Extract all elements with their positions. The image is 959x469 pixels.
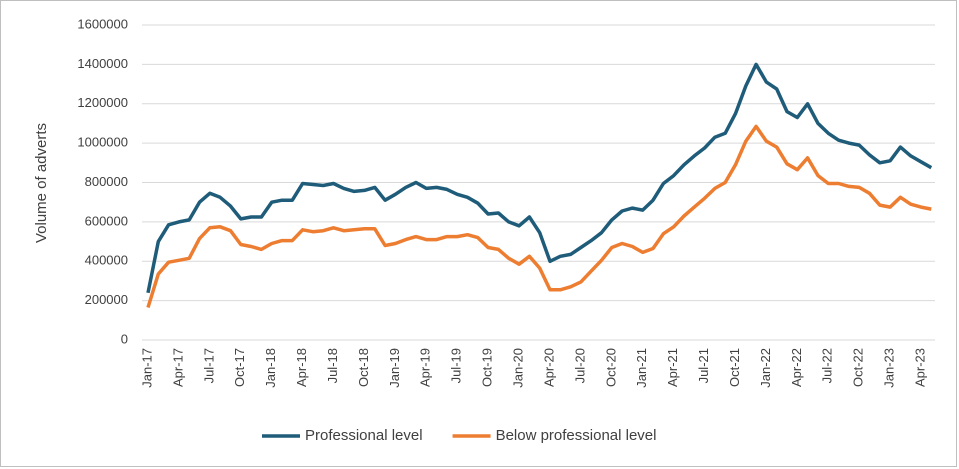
x-tick-label: Jan-21 (634, 348, 649, 388)
x-tick-label: Jul-17 (201, 348, 216, 383)
y-tick-label: 1400000 (77, 56, 128, 71)
x-tick-label: Apr-23 (912, 348, 927, 387)
legend-label: Professional level (305, 427, 423, 444)
y-tick-label: 0 (121, 331, 128, 346)
x-tick-label: Oct-21 (727, 348, 742, 387)
x-tick-label: Jan-20 (510, 348, 525, 388)
x-tick-label: Jul-21 (696, 348, 711, 383)
x-tick-label: Jul-20 (572, 348, 587, 383)
y-tick-label: 400000 (85, 253, 128, 268)
series-line (146, 124, 932, 309)
x-tick-label: Apr-19 (418, 348, 433, 387)
x-tick-label: Oct-20 (603, 348, 618, 387)
x-tick-label: Jan-17 (139, 348, 154, 388)
y-tick-label: 200000 (85, 292, 128, 307)
y-axis-label: Volume of adverts (33, 123, 50, 243)
x-tick-label: Jul-19 (449, 348, 464, 383)
x-tick-label: Jan-22 (758, 348, 773, 388)
x-tick-label: Apr-21 (665, 348, 680, 387)
x-tick-label: Oct-22 (851, 348, 866, 387)
y-tick-label: 800000 (85, 174, 128, 189)
x-tick-label: Jul-18 (325, 348, 340, 383)
x-tick-label: Jul-22 (820, 348, 835, 383)
x-tick-label: Apr-22 (789, 348, 804, 387)
y-tick-label: 600000 (85, 213, 128, 228)
x-tick-label: Jan-23 (882, 348, 897, 388)
y-tick-label: 1600000 (77, 16, 128, 31)
x-tick-label: Apr-18 (294, 348, 309, 387)
y-tick-label: 1200000 (77, 95, 128, 110)
y-tick-label: 1000000 (77, 135, 128, 150)
x-tick-label: Oct-18 (356, 348, 371, 387)
x-tick-label: Oct-17 (232, 348, 247, 387)
series-line (146, 62, 933, 294)
x-tick-label: Jan-19 (387, 348, 402, 388)
x-tick-label: Apr-20 (541, 348, 556, 387)
x-tick-label: Jan-18 (263, 348, 278, 388)
x-tick-label: Oct-19 (480, 348, 495, 387)
x-tick-label: Apr-17 (170, 348, 185, 387)
legend-label: Below professional level (496, 427, 657, 444)
